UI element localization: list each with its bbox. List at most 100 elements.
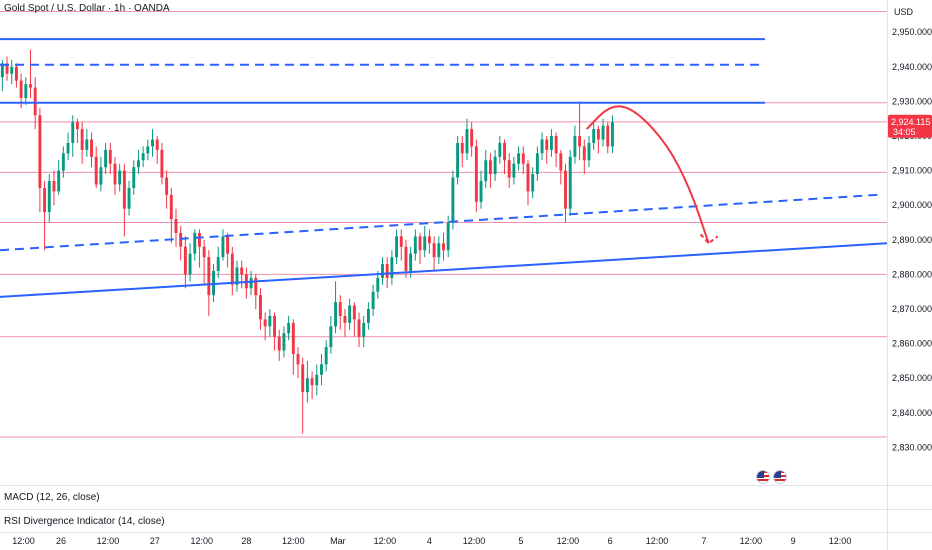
candle-body — [338, 302, 342, 316]
candle-body — [334, 302, 338, 327]
time-tick-label: Mar — [330, 536, 346, 546]
candle-body — [521, 153, 525, 164]
candle-body — [315, 374, 319, 386]
candle-body — [268, 315, 272, 327]
candle-body — [216, 257, 220, 271]
candle-body — [465, 129, 469, 154]
candle-body — [310, 378, 314, 386]
candle-body — [493, 156, 497, 175]
candle-body — [531, 174, 535, 192]
candle-body — [573, 136, 577, 157]
candle-body — [456, 142, 460, 178]
time-tick-label: 26 — [56, 536, 66, 546]
event-flags[interactable] — [756, 470, 787, 484]
candle-body — [43, 187, 47, 213]
candle-body — [554, 136, 558, 154]
time-tick-label: 12:00 — [282, 536, 305, 546]
forecast-arrow — [585, 105, 719, 245]
candle-body — [404, 246, 408, 271]
candle-body — [601, 125, 605, 140]
candle-body — [259, 295, 262, 320]
candle-body — [390, 257, 394, 278]
candle-body — [221, 236, 225, 258]
candle-body — [357, 319, 361, 337]
candle-body — [230, 253, 234, 285]
candle-body — [136, 160, 140, 168]
candle-body — [399, 236, 403, 247]
candle-body — [122, 170, 126, 209]
candle-body — [592, 129, 596, 143]
candle-body — [94, 156, 98, 185]
candle-body — [235, 267, 239, 285]
candle-body — [118, 170, 122, 185]
candle-body — [381, 264, 384, 278]
candle-body — [427, 236, 431, 244]
time-tick-label: 12:00 — [97, 536, 120, 546]
candle-body — [540, 139, 544, 154]
candle-body — [395, 236, 399, 258]
candle-body — [57, 170, 61, 192]
candle-body — [29, 84, 32, 88]
candle-body — [503, 142, 506, 161]
candle-body — [99, 167, 103, 185]
time-tick-label: 6 — [608, 536, 613, 546]
candle-body — [578, 136, 582, 147]
candle-body — [348, 305, 352, 323]
candle-body — [517, 153, 521, 164]
time-tick-label: 12:00 — [829, 536, 852, 546]
candle-body — [169, 194, 173, 220]
us-flag-icon[interactable] — [756, 470, 770, 484]
candle-body — [104, 149, 108, 168]
candle-body — [296, 354, 300, 365]
us-flag-icon[interactable] — [773, 470, 787, 484]
candle-body — [549, 136, 553, 150]
candles — [0, 49, 614, 434]
price-tick-label: 2,830.000 — [892, 442, 932, 452]
time-tick-label: 12:00 — [191, 536, 214, 546]
candle-body — [362, 322, 366, 337]
candle-body — [324, 347, 328, 365]
candle-body — [446, 222, 450, 251]
macd-indicator-label[interactable]: MACD (12, 26, close) — [4, 492, 100, 503]
solid-trendline — [0, 242, 888, 298]
price-tick-label: 2,880.000 — [892, 269, 932, 279]
candle-body — [423, 236, 427, 251]
candle-body — [24, 84, 28, 98]
symbol-title: Gold Spot / U.S. Dollar · 1h · OANDA — [4, 3, 170, 14]
candle-body — [526, 163, 530, 192]
candle-body — [66, 142, 70, 154]
candle-body — [291, 322, 295, 355]
price-tick-label: 2,870.000 — [892, 304, 932, 314]
candle-body — [564, 170, 567, 209]
trendlines — [0, 38, 888, 298]
candle-body — [226, 236, 230, 254]
candle-body — [451, 177, 455, 223]
candle-body — [305, 378, 309, 393]
rsi-indicator-label[interactable]: RSI Divergence Indicator (14, close) — [4, 516, 165, 527]
time-tick-label: 27 — [150, 536, 160, 546]
candle-body — [376, 277, 380, 292]
currency-label: USD — [894, 7, 914, 17]
candle-body — [596, 129, 600, 140]
time-tick-label: 5 — [518, 536, 523, 546]
candle-body — [85, 139, 89, 150]
candle-body — [512, 163, 516, 178]
candle-body — [80, 129, 84, 150]
candle-body — [165, 177, 169, 195]
candle-body — [52, 181, 56, 192]
candle-body — [559, 153, 563, 171]
candle-body — [385, 264, 389, 278]
last-price-badge — [888, 114, 932, 138]
candle-body — [409, 253, 413, 271]
candle-body — [183, 246, 187, 275]
candle-body — [498, 142, 502, 157]
candle-body — [90, 139, 93, 157]
candle-body — [75, 122, 79, 130]
price-tick-label: 2,850.000 — [892, 373, 932, 383]
candle-body — [582, 146, 586, 161]
candle-body — [160, 149, 164, 178]
candle-body — [371, 291, 375, 310]
candle-body — [343, 315, 347, 323]
